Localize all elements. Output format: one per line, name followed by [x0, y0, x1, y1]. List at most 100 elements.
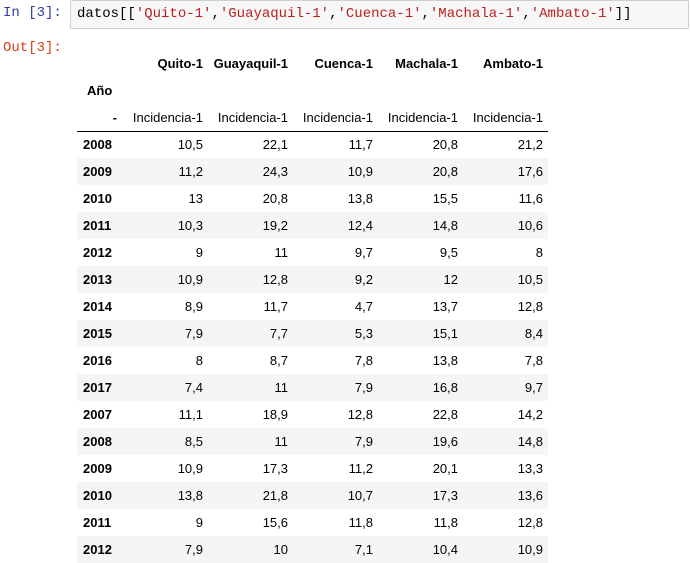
table-cell: 12 [443, 272, 458, 287]
table-cell: 7,9 [184, 542, 203, 557]
table-cell: 7,8 [354, 353, 373, 368]
column-header-row: Quito-1 Guayaquil-1 Cuenca-1 Machala-1 A… [77, 50, 548, 77]
table-cell: 12,8 [262, 272, 288, 287]
row-index: 2009 [83, 164, 112, 179]
table-row: 2010 13 20,8 13,8 15,5 11,6 [77, 185, 548, 212]
row-index: 2011 [83, 218, 112, 233]
table-cell: 10,9 [347, 164, 373, 179]
table-cell: 20,1 [432, 461, 458, 476]
table-cell: 19,2 [262, 218, 288, 233]
table-row: 2016 8 8,7 7,8 13,8 7,8 [77, 347, 548, 374]
table-cell: 21,2 [517, 137, 543, 153]
row-index: 2013 [83, 272, 112, 287]
table-cell: 13 [188, 191, 203, 206]
table-cell: 8,9 [184, 299, 203, 314]
code-variable: datos [77, 6, 120, 22]
table-cell: 10,6 [517, 218, 543, 233]
table-cell: 11,1 [178, 407, 203, 422]
table-cell: 19,6 [432, 434, 458, 449]
row-index: 2017 [83, 380, 112, 395]
table-cell: 7,9 [354, 380, 373, 395]
table-cell: 14,8 [432, 218, 458, 233]
subheader-index: - [77, 104, 123, 132]
table-row: 2011 10,3 19,2 12,4 14,8 10,6 [77, 212, 548, 239]
row-index: 2007 [83, 407, 112, 422]
table-cell: 13,8 [177, 488, 203, 503]
row-index: 2008 [83, 137, 112, 153]
table-cell: 11,7 [263, 299, 288, 314]
output-prompt: Out[3]: [3, 40, 62, 56]
table-row: 2012 9 11 9,7 9,5 8 [77, 239, 548, 266]
table-cell: 13,7 [432, 299, 458, 314]
table-cell: 7,8 [524, 353, 543, 368]
code-comma: , [522, 6, 531, 22]
table-cell: 17,6 [517, 164, 543, 179]
table-cell: 10,7 [347, 488, 373, 503]
table-row: 2010 13,8 21,8 10,7 17,3 13,6 [77, 482, 548, 509]
table-cell: 14,2 [517, 407, 543, 422]
table-cell: 22,1 [262, 137, 288, 153]
column-header-cuenca: Cuenca-1 [314, 56, 373, 71]
table-row: 2017 7,4 11 7,9 16,8 9,7 [77, 374, 548, 401]
table-cell: 8,7 [269, 353, 288, 368]
table-row: 2008 10,5 22,1 11,7 20,8 21,2 [77, 131, 548, 158]
table-row: 2009 10,9 17,3 11,2 20,1 13,3 [77, 455, 548, 482]
subheader-cell: Incidencia-1 [123, 104, 208, 132]
code-open-brackets: [[ [119, 6, 136, 22]
table-cell: 9,2 [354, 272, 373, 287]
table-cell: 7,9 [354, 434, 373, 449]
dataframe-output: Quito-1 Guayaquil-1 Cuenca-1 Machala-1 A… [77, 50, 548, 563]
table-cell: 14,8 [517, 434, 543, 449]
column-header-machala: Machala-1 [395, 56, 458, 71]
table-cell: 20,8 [432, 164, 458, 179]
table-cell: 11 [274, 434, 289, 449]
row-index: 2012 [83, 542, 112, 557]
table-row: 2009 11,2 24,3 10,9 20,8 17,6 [77, 158, 548, 185]
table-row: 2013 10,9 12,8 9,2 12 10,5 [77, 266, 548, 293]
row-index: 2010 [83, 488, 112, 503]
column-header-quito: Quito-1 [157, 56, 204, 71]
subheader-row: - Incidencia-1 Incidencia-1 Incidencia-1… [77, 104, 548, 132]
table-cell: 11,8 [348, 515, 373, 530]
table-cell: 11,8 [433, 515, 458, 530]
table-row: 2008 8,5 11 7,9 19,6 14,8 [77, 428, 548, 455]
table-cell: 21,8 [262, 488, 288, 503]
table-cell: 9,5 [439, 245, 458, 260]
table-row: 2011 9 15,6 11,8 11,8 12,8 [77, 509, 548, 536]
code-cell-input[interactable]: datos[['Quito-1','Guayaquil-1','Cuenca-1… [70, 0, 689, 29]
index-name: Año [87, 83, 113, 98]
code-comma: , [211, 6, 220, 22]
subheader-cell: Incidencia-1 [463, 104, 548, 132]
table-cell: 16,8 [432, 380, 458, 395]
table-cell: 13,8 [347, 191, 373, 206]
table-cell: 10,5 [517, 272, 543, 287]
table-cell: 13,3 [517, 461, 543, 476]
table-cell: 17,3 [262, 461, 288, 476]
table-cell: 8 [195, 353, 203, 368]
row-index: 2015 [83, 326, 112, 341]
table-cell: 11 [274, 380, 289, 395]
table-cell: 7,7 [269, 326, 288, 341]
table-cell: 15,6 [262, 515, 288, 530]
table-cell: 11,6 [518, 191, 543, 206]
table-cell: 9,7 [524, 380, 543, 395]
table-cell: 9 [195, 245, 203, 260]
table-cell: 13,6 [517, 488, 543, 503]
table-cell: 12,4 [347, 218, 373, 233]
table-cell: 10,3 [177, 218, 203, 233]
table-cell: 13,8 [432, 353, 458, 368]
row-index: 2014 [83, 299, 112, 314]
row-index: 2012 [83, 245, 112, 260]
table-cell: 17,3 [432, 488, 458, 503]
table-cell: 11,2 [348, 461, 373, 476]
table-cell: 8 [535, 245, 543, 260]
table-cell: 9,7 [354, 245, 373, 260]
code-comma: , [329, 6, 338, 22]
code-string: 'Cuenca-1' [337, 6, 422, 22]
table-cell: 10,9 [177, 461, 203, 476]
row-index: 2008 [83, 434, 112, 449]
code-string: 'Quito-1' [135, 6, 212, 22]
table-cell: 20,8 [262, 191, 288, 206]
table-cell: 10,9 [177, 272, 203, 287]
table-cell: 5,3 [354, 326, 373, 341]
